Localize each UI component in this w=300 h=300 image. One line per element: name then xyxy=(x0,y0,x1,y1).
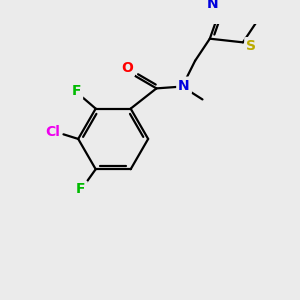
Text: N: N xyxy=(207,0,218,11)
Text: O: O xyxy=(121,61,133,75)
Text: N: N xyxy=(178,79,190,93)
Text: S: S xyxy=(246,39,256,53)
Text: F: F xyxy=(76,182,86,197)
Text: F: F xyxy=(72,84,81,98)
Text: Cl: Cl xyxy=(45,124,60,139)
